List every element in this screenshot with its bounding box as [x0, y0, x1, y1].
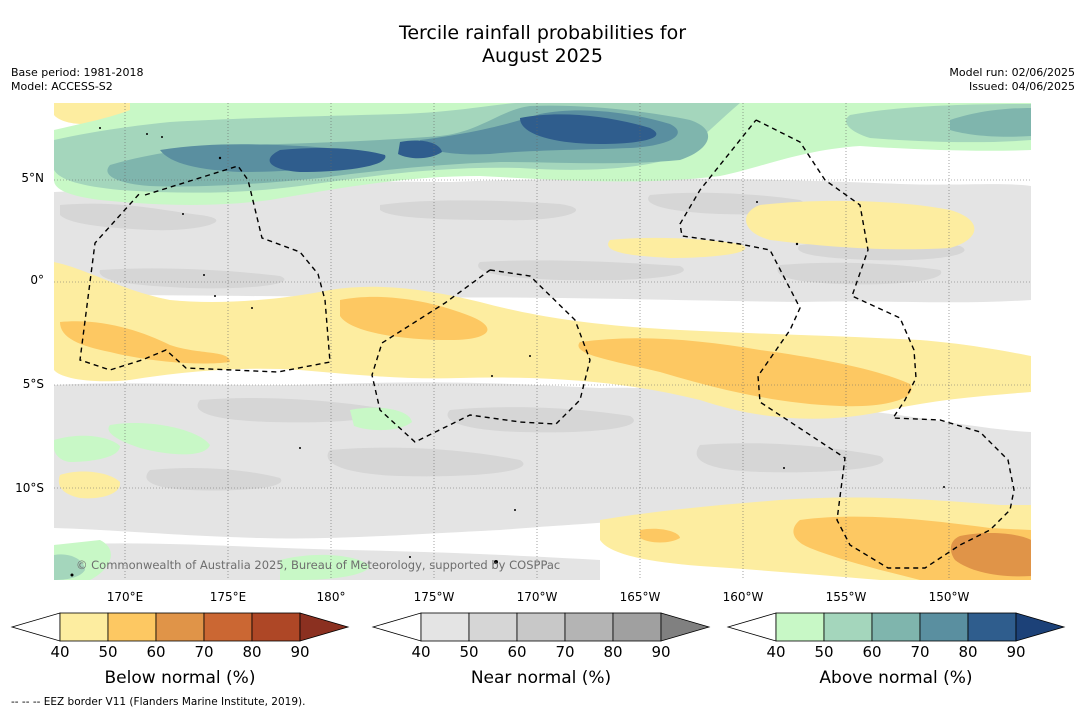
below-normal-southeast-peak	[950, 533, 1031, 577]
lat-label-5s: 5°S	[22, 377, 44, 391]
lon-label-170w: 170°W	[516, 590, 558, 604]
colorbar-near-70-80	[564, 612, 614, 642]
colorbar-below-normal	[10, 612, 350, 642]
eez-border-northeast	[679, 119, 1015, 569]
island-dots	[70, 127, 945, 577]
above-normal-north-90	[269, 114, 657, 172]
colorbar-above-40-50	[775, 612, 825, 642]
below-tick-60: 60	[146, 643, 166, 661]
colorbar-below-40-50	[59, 612, 109, 642]
colorbar-below-80-90	[251, 612, 301, 642]
colorbar-near-60-70	[516, 612, 566, 642]
colorbar-below-50-60	[107, 612, 157, 642]
map-title: Tercile rainfall probabilities for Augus…	[0, 22, 1085, 68]
colorbar-above-normal	[726, 612, 1066, 642]
near-tick-70: 70	[555, 643, 575, 661]
above-normal-title: Above normal (%)	[819, 668, 973, 688]
lon-label-170e: 170°E	[106, 590, 144, 604]
lon-label-165w: 165°W	[619, 590, 661, 604]
probability-layer[interactable]	[54, 103, 1031, 580]
colorbar-near-under	[371, 612, 422, 642]
near-normal-title: Near normal (%)	[470, 668, 612, 688]
lon-label-155w: 155°W	[825, 590, 867, 604]
near-normal-patch-north	[60, 192, 965, 261]
copyright-notice: © Commonwealth of Australia 2025, Bureau…	[76, 558, 561, 572]
above-normal-south-patch-60	[54, 554, 85, 580]
colorbar-below-60-70	[155, 612, 205, 642]
lon-label-150w: 150°W	[928, 590, 970, 604]
near-tick-90: 90	[651, 643, 671, 661]
lat-label-10s: 10°S	[15, 481, 44, 495]
above-tick-60: 60	[862, 643, 882, 661]
model-name: Model: ACCESS-S2	[11, 80, 113, 93]
above-tick-80: 80	[958, 643, 978, 661]
lon-label-175w: 175°W	[413, 590, 455, 604]
title-line-1: Tercile rainfall probabilities for	[398, 22, 687, 44]
base-period: Base period: 1981-2018	[11, 66, 144, 79]
near-tick-50: 50	[459, 643, 479, 661]
colorbar-near-50-60	[468, 612, 518, 642]
below-tick-80: 80	[242, 643, 262, 661]
model-info: Base period: 1981-2018 Model: ACCESS-S2	[11, 66, 143, 94]
below-normal-equatorial-core	[60, 296, 912, 407]
lon-label-180: 180°	[316, 590, 346, 604]
eez-footnote: -- -- -- EEZ border V11 (Flanders Marine…	[11, 696, 306, 708]
lon-label-175e: 175°E	[209, 590, 247, 604]
near-normal-patch-south	[146, 397, 884, 491]
below-tick-40: 40	[50, 643, 70, 661]
colorbar-below-70-80	[203, 612, 253, 642]
eez-borders	[79, 119, 1015, 569]
below-tick-50: 50	[98, 643, 118, 661]
title-line-2: August 2025	[482, 45, 603, 67]
colorbar-near-40-50	[420, 612, 470, 642]
near-tick-80: 80	[603, 643, 623, 661]
near-tick-40: 40	[411, 643, 431, 661]
lat-label-5n: 5°N	[21, 171, 44, 185]
below-normal-title: Below normal (%)	[104, 668, 256, 688]
eez-border-central	[371, 269, 591, 443]
issued-date: Issued: 04/06/2025	[968, 80, 1075, 93]
colorbar-above-80-90	[967, 612, 1017, 642]
eez-border-west	[79, 165, 331, 373]
colorbar-near-over	[660, 612, 711, 642]
colorbar-above-60-70	[871, 612, 921, 642]
colorbar-above-70-80	[919, 612, 969, 642]
above-tick-40: 40	[766, 643, 786, 661]
colorbar-below-over	[299, 612, 350, 642]
colorbar-near-normal	[371, 612, 711, 642]
lat-label-0: 0°	[30, 273, 44, 287]
below-normal-southwest	[58, 471, 121, 499]
below-tick-70: 70	[194, 643, 214, 661]
graticule	[54, 103, 1031, 580]
colorbar-above-over	[1015, 612, 1066, 642]
above-tick-50: 50	[814, 643, 834, 661]
colorbar-above-50-60	[823, 612, 873, 642]
near-tick-60: 60	[507, 643, 527, 661]
model-run-date: Model run: 02/06/2025	[949, 66, 1075, 79]
above-tick-90: 90	[1006, 643, 1026, 661]
colorbar-above-under	[726, 612, 777, 642]
colorbar-below-under	[10, 612, 61, 642]
below-normal-northeast	[608, 200, 975, 258]
below-tick-90: 90	[290, 643, 310, 661]
above-tick-70: 70	[910, 643, 930, 661]
colorbar-near-80-90	[612, 612, 662, 642]
below-normal-southeast-core	[640, 516, 1031, 580]
above-normal-south-patches	[54, 407, 412, 580]
lon-label-160w: 160°W	[722, 590, 764, 604]
run-info: Model run: 02/06/2025 Issued: 04/06/2025	[949, 66, 1075, 94]
